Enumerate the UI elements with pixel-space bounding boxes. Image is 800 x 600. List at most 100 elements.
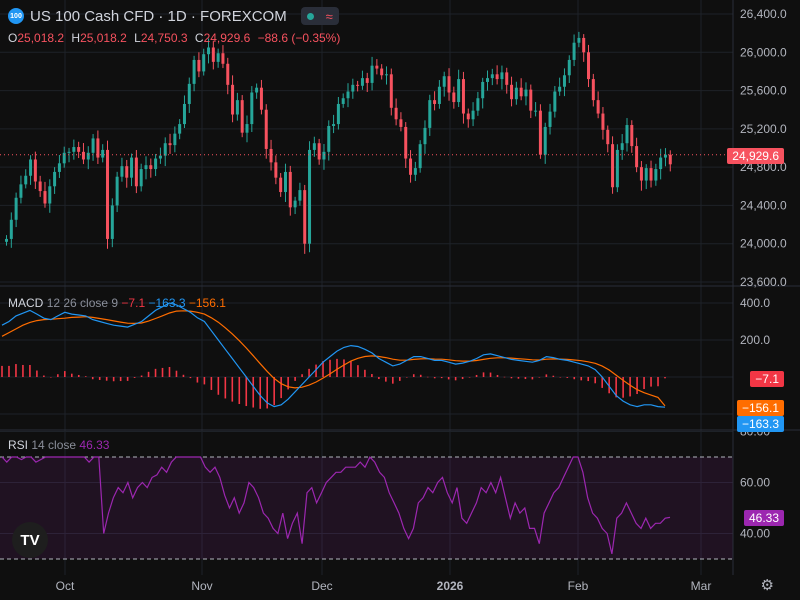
macd-hist-bar <box>259 377 262 409</box>
candle-body <box>139 169 143 187</box>
candle-body <box>591 79 595 101</box>
candle-body <box>510 84 514 100</box>
rsi-tick-label: 60.00 <box>740 476 770 490</box>
candle-body <box>635 146 639 168</box>
candle-body <box>394 107 398 120</box>
macd-legend-params: 12 26 close 9 <box>46 296 119 310</box>
macd-hist-bar <box>454 377 457 381</box>
candle-body <box>663 154 667 158</box>
candle-body <box>19 184 23 198</box>
time-tick-label: Feb <box>568 579 589 593</box>
candle-body <box>548 111 552 127</box>
market-open-dot-icon <box>306 12 314 20</box>
candle-body <box>279 177 283 193</box>
candle-body <box>471 110 475 120</box>
macd-legend-signal: −156.1 <box>188 296 226 310</box>
macd-hist-bar <box>140 375 143 377</box>
candle-body <box>543 126 547 155</box>
candle-body <box>423 127 427 145</box>
candle-body <box>409 158 413 175</box>
macd-hist-bar <box>433 377 436 379</box>
candle-body <box>48 186 52 204</box>
symbol-title[interactable]: US 100 Cash CFD · 1D · FOREXCOM <box>30 7 287 25</box>
candle-body <box>91 138 95 153</box>
candle-body <box>332 124 336 126</box>
candle-body <box>38 181 42 192</box>
macd-hist-bar <box>657 377 659 387</box>
candle-body <box>625 125 629 144</box>
candle-body <box>413 168 417 175</box>
macd-hist-bar <box>105 377 108 381</box>
macd-hist-bar <box>517 377 520 379</box>
macd-hist-bar <box>538 377 541 378</box>
macd-signal-line <box>1 310 666 407</box>
price-tick-label: 23,600.0 <box>740 275 787 289</box>
candle-body <box>418 144 422 169</box>
open-label: O <box>8 31 18 45</box>
candle-body <box>370 65 374 83</box>
macd-hist-bar <box>615 377 617 398</box>
macd-hist-bar <box>98 377 101 380</box>
candle-body <box>106 149 110 239</box>
rsi-legend[interactable]: RSI 14 close 46.33 <box>8 438 109 452</box>
candle-body <box>500 72 504 80</box>
price-tick-label: 26,000.0 <box>740 45 787 59</box>
candle-body <box>572 42 576 60</box>
macd-hist-bar <box>601 377 603 388</box>
macd-hist-bar <box>566 377 569 378</box>
candle-body <box>67 151 71 153</box>
macd-hist-bar <box>350 361 352 377</box>
rsi-band <box>0 457 733 559</box>
macd-hist-bar <box>161 367 164 377</box>
macd-hist-bar <box>91 377 94 380</box>
macd-legend[interactable]: MACD 12 26 close 9 −7.1 −163.3 −156.1 <box>8 296 226 310</box>
macd-tick-label: 200.0 <box>740 333 770 347</box>
candle-body <box>154 158 158 170</box>
symbol-logo: 100 <box>8 8 24 24</box>
candle-body <box>240 100 244 133</box>
ohlc-legend: O25,018.2 H25,018.2 L24,750.3 C24,929.6 … <box>8 31 344 45</box>
macd-hist-bar <box>643 377 645 390</box>
symbol-header[interactable]: 100 US 100 Cash CFD · 1D · FOREXCOM ≈ <box>8 6 339 26</box>
gear-icon[interactable]: ⚙ <box>760 577 774 594</box>
macd-hist-bar <box>273 377 275 406</box>
price-tick-label: 26,400.0 <box>740 7 787 21</box>
open-value: 25,018.2 <box>17 31 65 45</box>
rsi-legend-name: RSI <box>8 438 29 452</box>
candle-body <box>303 190 307 244</box>
macd-hist-bar <box>133 377 136 378</box>
candle-body <box>125 166 129 178</box>
status-pill[interactable]: ≈ <box>300 7 339 25</box>
candle-body <box>308 149 312 244</box>
price-tick-label: 24,400.0 <box>740 198 787 212</box>
macd-hist-bar <box>447 377 450 380</box>
macd-hist-bar <box>587 377 590 382</box>
candle-body <box>442 76 446 87</box>
macd-hist-bar <box>385 377 387 382</box>
candle-body <box>577 37 581 43</box>
macd-hist-bar <box>650 377 652 387</box>
candle-body <box>644 168 648 181</box>
macd-hist-bar <box>301 374 303 377</box>
macd-hist-bar <box>343 359 345 377</box>
close-label: C <box>194 31 204 45</box>
tradingview-logo-icon[interactable]: TV <box>12 522 48 558</box>
candle-body <box>389 74 393 108</box>
macd-hist-bar <box>238 377 241 405</box>
candle-body <box>29 159 33 176</box>
close-value: 24,929.6 <box>203 31 251 45</box>
candle-body <box>173 133 177 146</box>
time-axis-labels[interactable]: Oct Nov Dec 2026 Feb Mar <box>56 579 712 593</box>
rsi-line <box>1 455 671 555</box>
macd-hist-bar <box>419 374 422 377</box>
candle-body <box>639 167 643 181</box>
macd-hist-bar <box>622 377 624 398</box>
candlestick-series[interactable] <box>5 31 672 254</box>
candle-body <box>130 157 134 178</box>
candle-body <box>53 171 57 187</box>
macd-hist-bar <box>496 374 499 377</box>
candle-body <box>182 103 186 125</box>
candle-body <box>486 78 489 82</box>
macd-hist-bar <box>664 377 666 379</box>
